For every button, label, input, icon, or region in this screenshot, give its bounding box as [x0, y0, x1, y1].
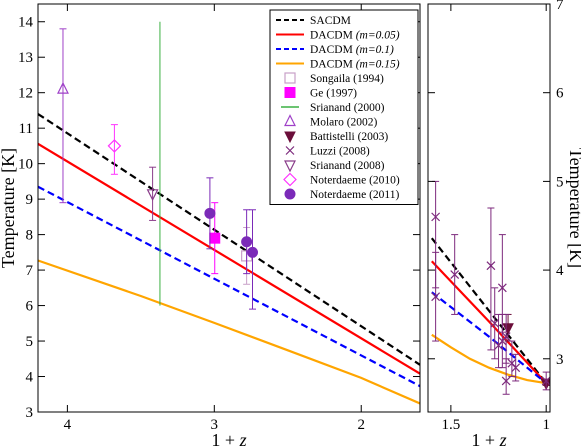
curve-dacdm-m-0-1 — [38, 185, 420, 388]
model-curves — [38, 113, 420, 405]
panel-frame — [427, 3, 551, 413]
y-tick-label: 3 — [556, 352, 564, 368]
legend-srianand-2000-label: Srianand (2000) — [310, 102, 385, 114]
panel-frame — [37, 3, 421, 413]
legend-luzzi-2008-label: Luzzi (2008) — [310, 146, 370, 158]
point-luzzi-2008-6 — [497, 283, 507, 293]
point-noterdaeme-2010-0 — [107, 139, 122, 153]
point-ge-1997-0 — [209, 232, 221, 244]
point-luzzi-2008-0 — [431, 212, 441, 222]
y-tick-label: 4 — [26, 370, 34, 386]
curve-sacdm — [38, 113, 420, 366]
legend-molaro-2002-swatch — [284, 114, 296, 127]
y-tick-label: 9 — [26, 192, 34, 208]
x-axis-label: 1 + z — [471, 430, 506, 447]
y-tick-label: 7 — [26, 263, 34, 279]
point-luzzi-2008-9 — [501, 376, 511, 386]
curve-dacdm-m-0-05 — [38, 142, 420, 375]
model-curves — [430, 237, 548, 385]
point-luzzi-2008-8 — [501, 332, 511, 342]
y-tick-label: 5 — [26, 334, 34, 350]
legend-dacdm-m-0-15-label: DACDM (m=0.15) — [310, 59, 400, 71]
curve-dacdm-m-0-05 — [431, 260, 548, 384]
curve-dacdm-m-0-15 — [38, 259, 420, 405]
point-luzzi-2008-1 — [431, 292, 441, 302]
legend-srianand-2008-swatch — [284, 160, 296, 173]
y-tick-label: 13 — [18, 50, 33, 66]
y-tick-label: 11 — [19, 121, 33, 137]
data-points — [431, 180, 550, 395]
y-tick-label: 12 — [18, 86, 33, 102]
point-noterdaeme-2011-1 — [241, 236, 253, 248]
curve-sacdm — [430, 237, 548, 384]
x-tick-label: 1 — [542, 417, 550, 433]
right-panel: 1.5 1 3 4 5 6 7 1 + z Temperature [K] — [427, 0, 581, 447]
x-tick-label: 4 — [64, 417, 72, 433]
legend-battistelli-2003-label: Battistelli (2003) — [310, 131, 388, 143]
left-panel: 4 3 2 3 4 5 6 7 8 9 10 11 12 13 14 1 + z Temperature [K] — [0, 3, 421, 447]
y-tick-label: 5 — [556, 174, 564, 190]
y-tick-label: 7 — [556, 0, 564, 13]
legend-luzzi-2008-swatch — [285, 146, 295, 155]
point-luzzi-2008-4 — [490, 318, 500, 328]
point-srianand-2008-0 — [146, 189, 159, 202]
legend-songaila-1994-label: Songaila (1994) — [310, 73, 384, 85]
legend-noterdaeme-2010-swatch — [283, 172, 297, 187]
x-tick-label: 3 — [211, 417, 219, 433]
legend-molaro-2002-label: Molaro (2002) — [310, 117, 378, 129]
point-luzzi-2008-3 — [486, 261, 496, 271]
point-battistelli-2003-0 — [502, 323, 514, 335]
y-tick-label: 14 — [18, 15, 34, 31]
point-noterdaeme-2011-2 — [247, 246, 259, 258]
legend-noterdaeme-2011-label: Noterdaeme (2011) — [310, 189, 399, 201]
legend-noterdaeme-2010-label: Noterdaeme (2010) — [310, 175, 400, 187]
point-luzzi-2008-2 — [450, 270, 460, 279]
legend-dacdm-m-0-1-label: DACDM (m=0.1) — [310, 44, 394, 56]
y-tick-label: 8 — [26, 228, 34, 244]
legend-srianand-2008-label: Srianand (2008) — [310, 160, 385, 172]
x-axis-label: 1 + z — [211, 430, 246, 447]
x-tick-label: 1.5 — [442, 417, 461, 433]
legend-noterdaeme-2011-swatch — [284, 188, 296, 200]
legend-sacdm-label: SACDM — [310, 15, 351, 27]
x-tick-label: 2 — [357, 417, 365, 433]
y-axis-label: Temperature [K] — [0, 148, 18, 268]
y-tick-label: 6 — [26, 299, 34, 315]
point-luzzi-2008-11 — [511, 363, 521, 373]
legend-ge-1997-swatch — [284, 87, 296, 98]
legend-ge-1997-label: Ge (1997) — [310, 88, 357, 100]
point-molaro-2002-0 — [57, 81, 69, 94]
y-tick-label: 10 — [18, 157, 33, 173]
y-tick-label: 6 — [556, 86, 564, 102]
y-axis-label: Temperature [K] — [566, 148, 581, 268]
legend-dacdm-m-0-05-label: DACDM (m=0.05) — [310, 30, 400, 42]
curve-dacdm-m-0-1 — [431, 291, 547, 385]
legend-battistelli-2003-swatch — [284, 131, 296, 144]
legend-songaila-1994-swatch — [284, 72, 296, 84]
data-points — [57, 21, 259, 310]
point-luzzi-2008-12 — [541, 376, 550, 386]
legend: SACDM DACDM (m=0.05) DACDM (m=0.1) DACDM (m… — [269, 9, 419, 205]
y-tick-label: 4 — [556, 263, 564, 279]
curve-dacdm-m-0-15 — [431, 333, 547, 385]
point-noterdaeme-2011-0 — [204, 207, 216, 219]
y-tick-label: 3 — [26, 405, 34, 421]
